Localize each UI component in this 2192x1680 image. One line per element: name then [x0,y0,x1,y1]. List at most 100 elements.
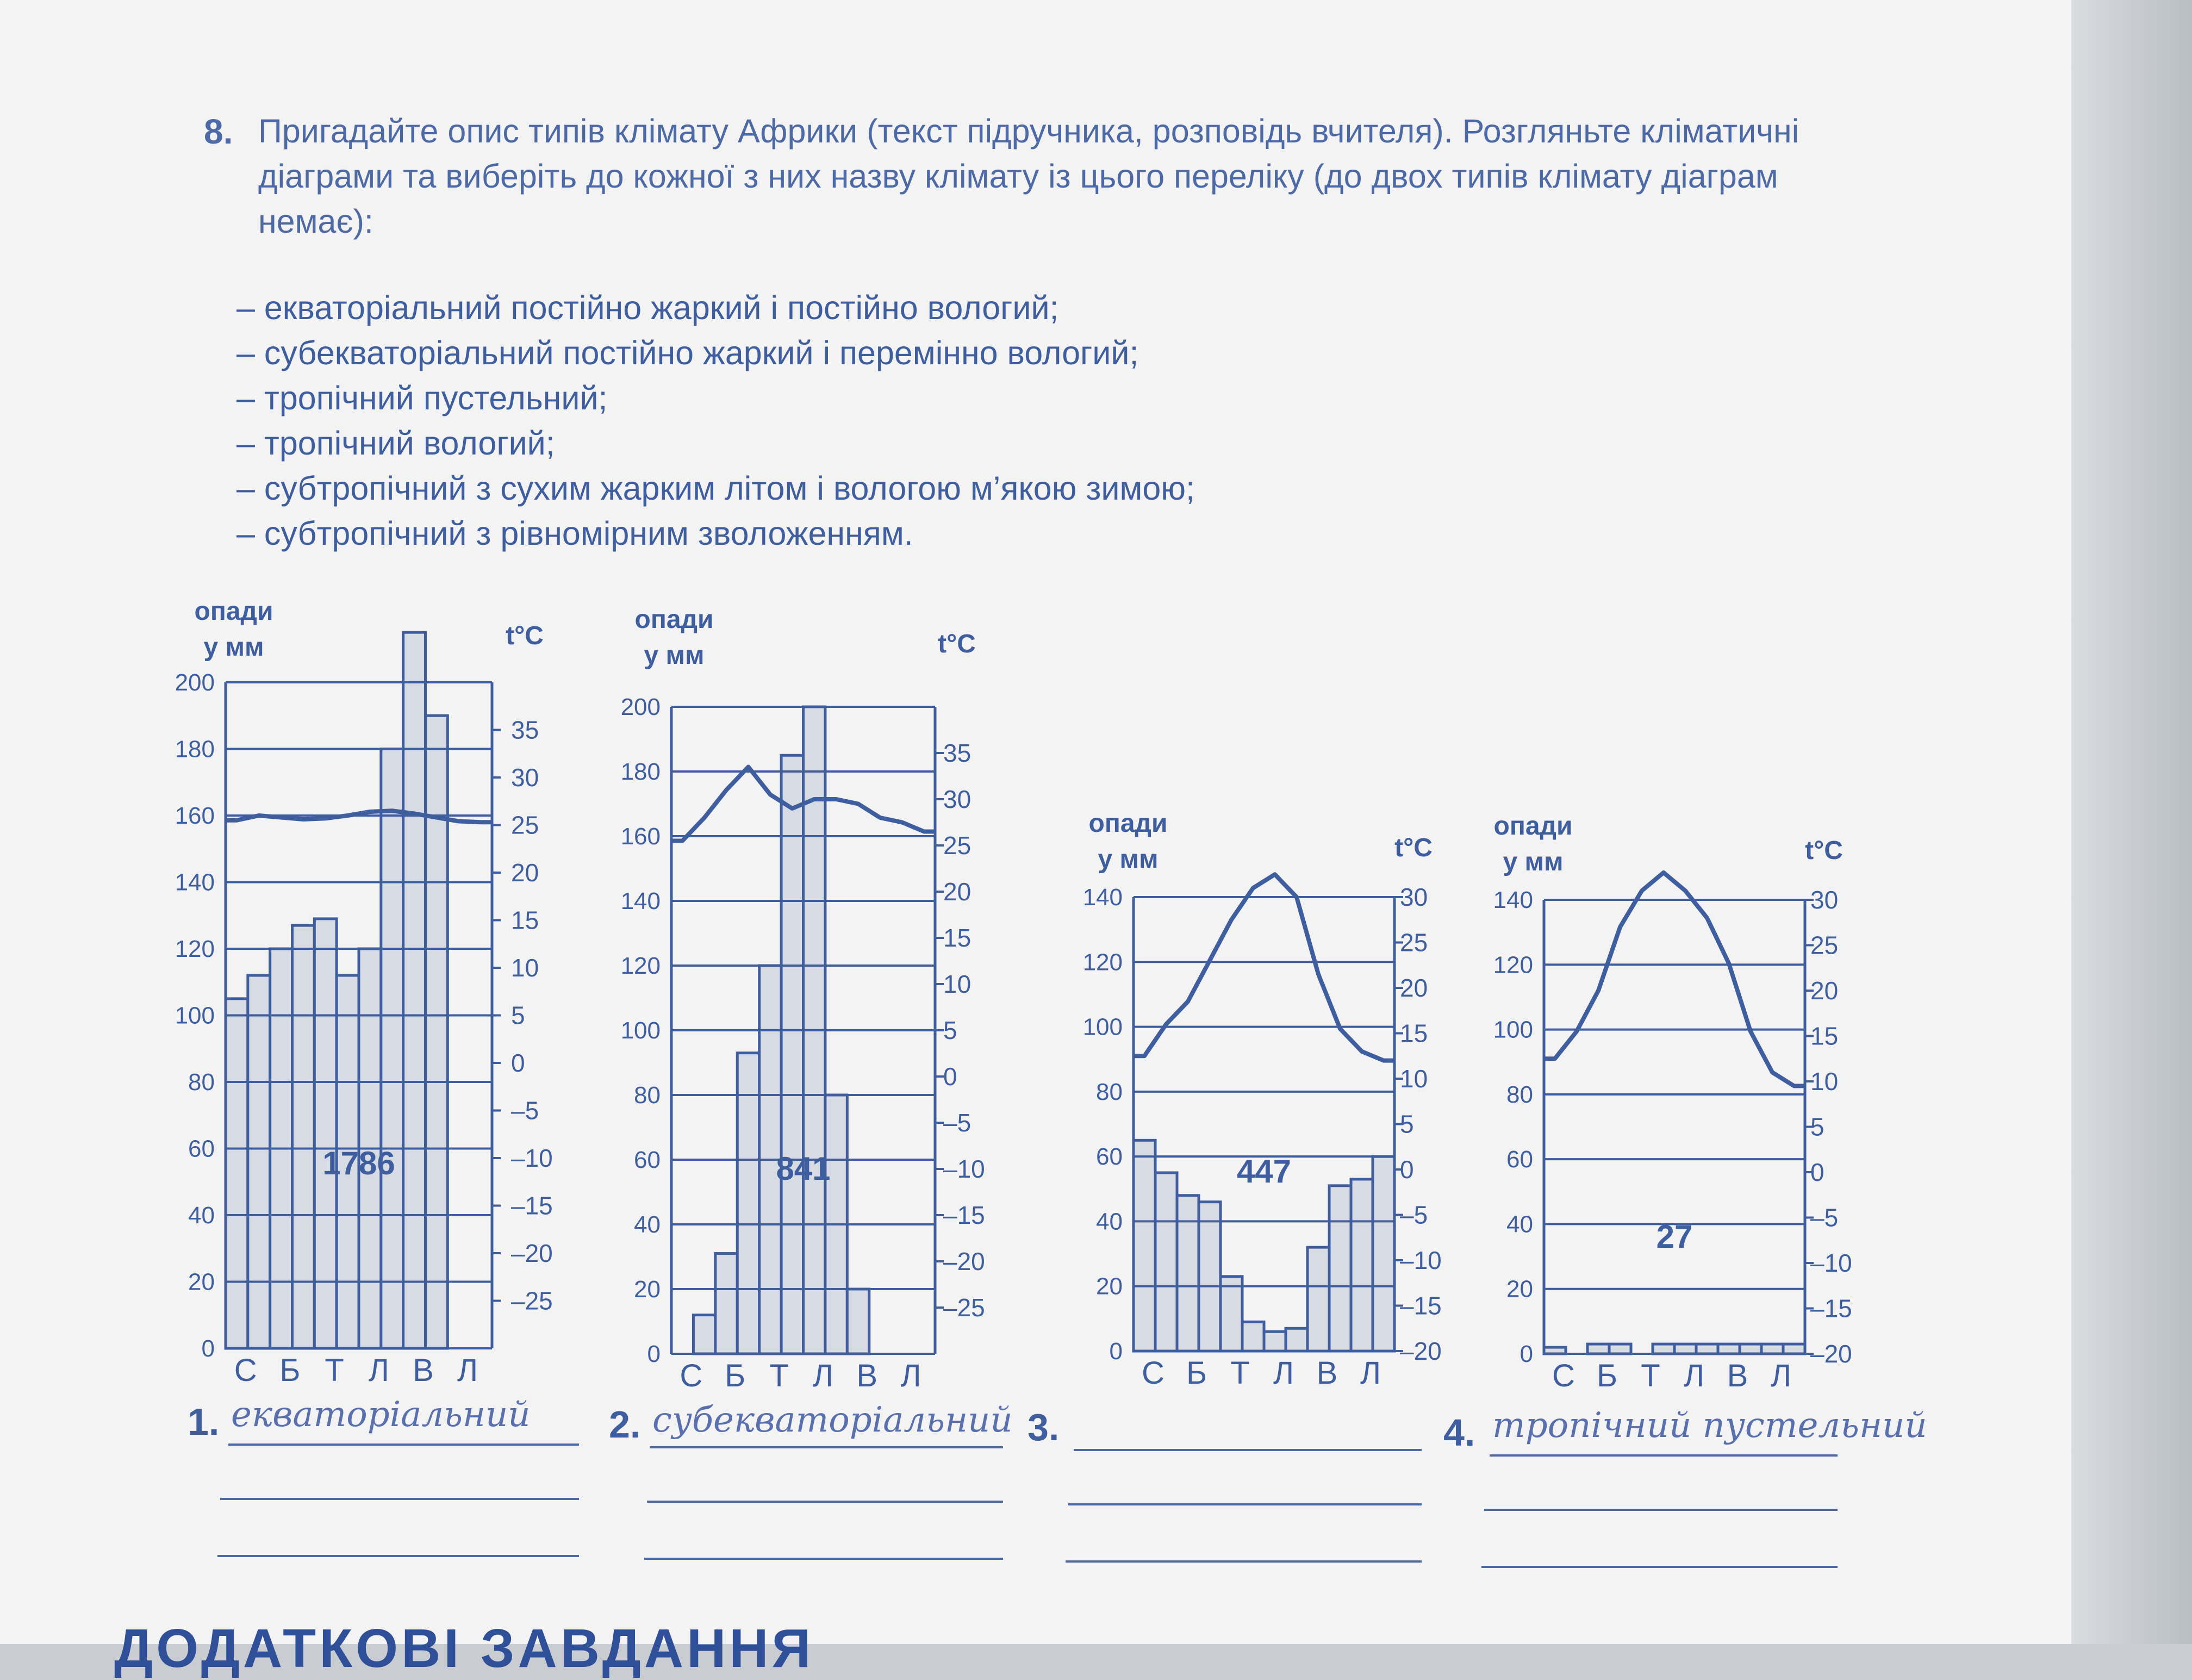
precip-tick-label: 140 [621,888,661,914]
climate-option: тропічний пустельний; [236,376,1195,421]
climate-option: субекваторіальний постійно жаркий і пере… [236,331,1195,376]
temp-tick-label: 25 [943,831,971,860]
precip-bar [1586,1342,1611,1355]
precip-tick-label: 60 [1506,1146,1533,1173]
precip-bar [1608,1342,1633,1355]
footer-title: ДОДАТКОВІ ЗАВДАННЯ [114,1618,814,1679]
precip-bar [291,924,316,1350]
temp-tick-label: 15 [511,906,539,935]
precip-tick-label: 80 [188,1069,215,1096]
month-label: Л [813,1358,833,1393]
precip-bar [1262,1330,1287,1353]
temp-tick-label: –20 [511,1239,553,1267]
precip-tick-label: 80 [1096,1079,1123,1105]
month-label: Б [1597,1358,1617,1393]
temp-tick-label: 0 [1810,1158,1824,1186]
answer-line[interactable] [1490,1454,1838,1457]
precip-bar [424,714,449,1350]
month-label: Л [1273,1355,1294,1391]
answer-line[interactable] [647,1501,1003,1503]
temp-tick-label: 15 [943,924,971,952]
month-label: С [1552,1358,1575,1393]
answer-line[interactable] [1068,1503,1422,1505]
answer-line[interactable] [228,1443,579,1446]
precip-bar [1760,1342,1785,1355]
temp-tick-label: 25 [511,811,539,839]
answer-handwriting: екваторіальний [231,1395,531,1435]
month-label: В [1727,1358,1748,1393]
precip-bar [1349,1178,1374,1353]
temp-tick-label: 15 [1400,1019,1428,1048]
temp-tick-label: 20 [1810,976,1838,1005]
precip-tick-label: 0 [647,1341,661,1367]
task-number: 8. [204,112,233,151]
month-label: С [680,1358,702,1393]
answer-line[interactable] [644,1558,1003,1560]
temp-tick-label: –20 [1810,1340,1852,1368]
climate-options-list: екваторіальний постійно жаркий і постійн… [236,285,1195,556]
precip-tick-label: 40 [1506,1211,1533,1237]
temp-tick-label: 15 [1810,1022,1838,1050]
temp-tick-label: –5 [511,1097,539,1125]
temp-tick-label: 30 [1400,883,1428,911]
precip-axis-title: у мм [1503,848,1563,876]
temp-tick-label: –5 [1400,1201,1428,1229]
precip-tick-label: 140 [1493,887,1533,913]
precip-axis-title: опади [635,605,714,634]
precip-axis-title: у мм [203,633,264,662]
answer-handwriting: субекваторіальний [652,1400,1013,1440]
answer-line[interactable] [1484,1509,1838,1511]
temp-tick-label: 10 [1400,1065,1428,1093]
precip-bar [1154,1171,1179,1353]
precip-bar [1241,1320,1266,1353]
precip-tick-label: 40 [1096,1208,1123,1235]
temp-tick-label: 35 [943,739,971,767]
answer-number: 1. [188,1401,220,1443]
precip-tick-label: 20 [188,1269,215,1296]
temp-tick-label: 20 [511,858,539,887]
precip-tick-label: 60 [188,1136,215,1162]
answer-line[interactable] [1066,1560,1422,1563]
month-label: В [1317,1355,1338,1391]
answer-line[interactable] [217,1555,579,1557]
precip-tick-label: 40 [634,1211,661,1238]
temp-tick-label: –15 [511,1192,553,1220]
precip-tick-label: 0 [202,1335,215,1362]
climate-option: субтропічний з рівномірним зволоженням. [236,511,1195,556]
precip-tick-label: 20 [634,1276,661,1303]
precip-bar [1132,1138,1157,1353]
temp-axis-title: t°C [938,630,976,658]
temp-tick-label: –10 [1810,1249,1852,1277]
temp-tick-label: –15 [1400,1292,1442,1320]
precip-tick-label: 120 [621,953,661,979]
precip-bar [1651,1342,1676,1355]
answer-handwriting: тропічний пустельний [1492,1405,1927,1446]
task-instructions: Пригадайте опис типів клімату Африки (те… [258,113,1799,240]
answer-line[interactable] [220,1498,579,1500]
temp-tick-label: –5 [943,1109,971,1137]
precip-bar [692,1314,717,1355]
precip-bar [1219,1275,1244,1353]
temp-tick-label: –10 [511,1144,553,1172]
month-label: Т [769,1358,788,1393]
temp-tick-label: 5 [511,1001,525,1030]
month-label: Л [901,1358,921,1393]
answer-line[interactable] [1481,1566,1838,1568]
temp-tick-label: –15 [1810,1295,1852,1323]
answer-line[interactable] [650,1446,1003,1448]
temp-tick-label: –15 [943,1201,985,1229]
temp-tick-label: –5 [1810,1204,1838,1232]
month-label: Л [369,1353,389,1388]
temp-tick-label: 30 [511,763,539,792]
precip-tick-label: 100 [175,1003,215,1029]
answer-line[interactable] [1074,1449,1422,1451]
precip-bar [313,917,338,1350]
temp-tick-label: –25 [943,1293,985,1322]
precip-tick-label: 140 [1083,884,1123,911]
precip-bar [1197,1200,1222,1353]
temp-tick-label: 10 [1810,1067,1838,1096]
precip-bar [379,748,405,1350]
precip-tick-label: 60 [634,1147,661,1173]
temp-tick-label: 0 [1400,1155,1414,1184]
precip-tick-label: 60 [1096,1143,1123,1170]
